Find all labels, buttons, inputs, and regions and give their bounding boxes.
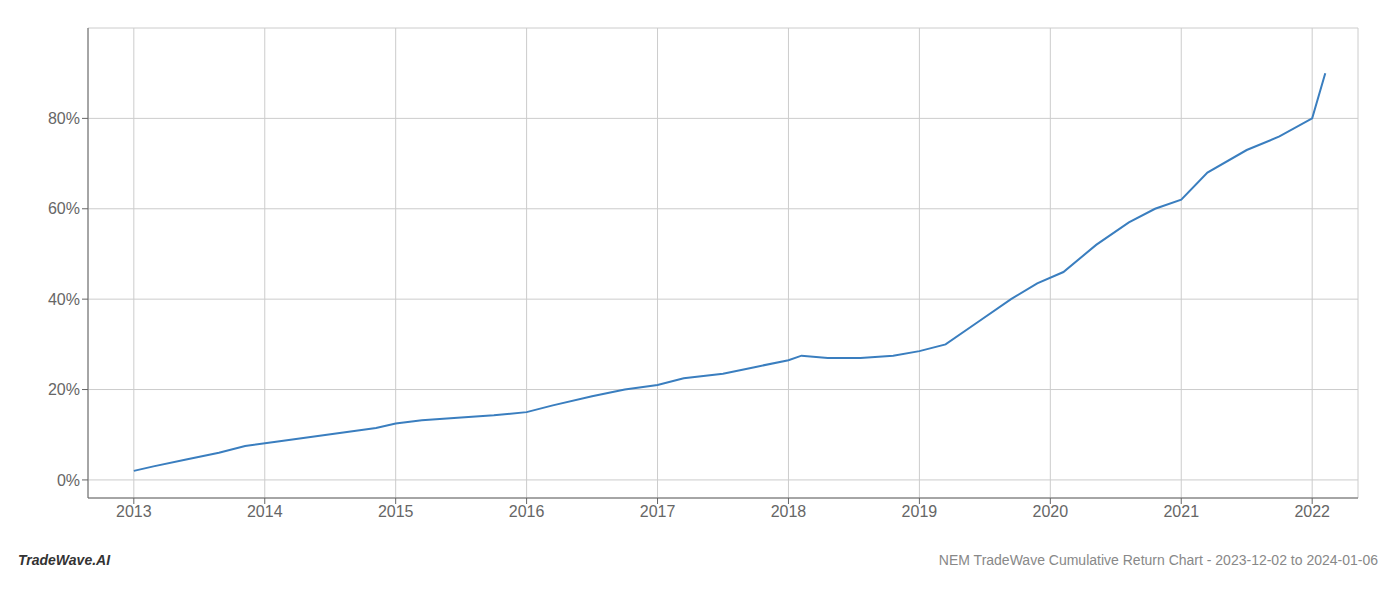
- svg-text:20%: 20%: [48, 381, 80, 398]
- svg-text:40%: 40%: [48, 291, 80, 308]
- svg-text:60%: 60%: [48, 200, 80, 217]
- svg-text:2018: 2018: [771, 503, 807, 520]
- svg-text:2022: 2022: [1294, 503, 1330, 520]
- svg-text:80%: 80%: [48, 110, 80, 127]
- svg-text:2021: 2021: [1163, 503, 1199, 520]
- svg-text:2014: 2014: [247, 503, 283, 520]
- html-text:TradeWave.AI: TradeWave.AI: [18, 552, 111, 568]
- svg-text:2013: 2013: [116, 503, 152, 520]
- svg-text:2015: 2015: [378, 503, 414, 520]
- svg-text:2016: 2016: [509, 503, 545, 520]
- svg-text:2019: 2019: [902, 503, 938, 520]
- html-text:NEM TradeWave Cumulative Retur: NEM TradeWave Cumulative Return Chart - …: [938, 552, 1378, 568]
- svg-text:0%: 0%: [57, 472, 80, 489]
- svg-text:2017: 2017: [640, 503, 676, 520]
- svg-text:2020: 2020: [1033, 503, 1069, 520]
